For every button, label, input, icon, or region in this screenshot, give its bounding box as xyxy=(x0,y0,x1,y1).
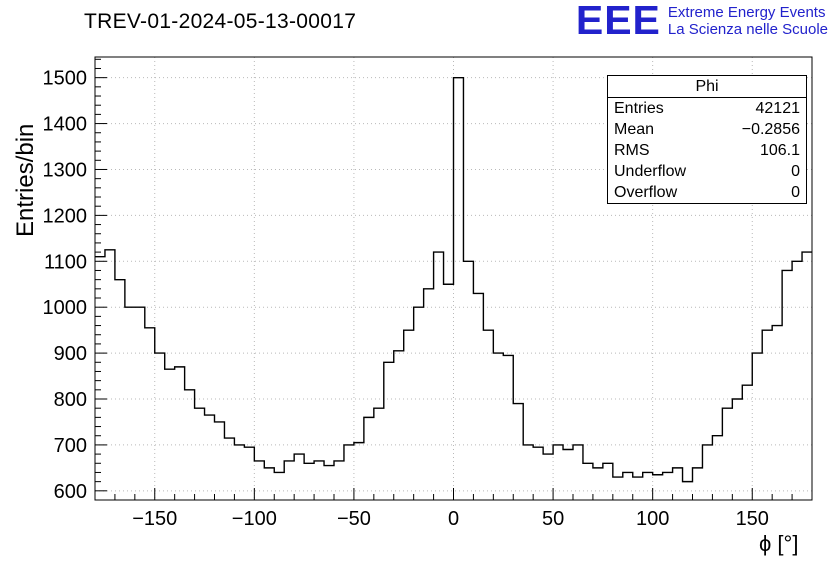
svg-text:1200: 1200 xyxy=(43,205,88,227)
stats-value: 42121 xyxy=(755,100,801,117)
x-axis-label: ϕ [°] xyxy=(759,531,799,556)
eee-logo-acronym: EEE xyxy=(575,0,661,43)
stats-row-rms: RMS 106.1 xyxy=(608,140,806,161)
svg-text:50: 50 xyxy=(542,508,564,530)
svg-text:800: 800 xyxy=(54,389,87,411)
svg-text:900: 900 xyxy=(54,343,87,365)
chart-title: TREV-01-2024-05-13-00017 xyxy=(84,10,357,33)
stats-label: Overflow xyxy=(614,184,678,201)
eee-logo-line2: La Scienza nelle Scuole xyxy=(667,21,828,38)
svg-text:100: 100 xyxy=(636,508,669,530)
svg-text:1500: 1500 xyxy=(43,68,88,90)
svg-text:−150: −150 xyxy=(132,508,177,530)
stats-label: RMS xyxy=(614,142,650,159)
stats-row-mean: Mean −0.2856 xyxy=(608,119,806,140)
stats-value: −0.2856 xyxy=(741,121,800,138)
y-axis-label: Entries/bin xyxy=(12,123,39,237)
svg-text:1100: 1100 xyxy=(44,251,87,273)
stats-label: Underflow xyxy=(614,163,687,180)
stats-label: Entries xyxy=(614,100,664,117)
stats-row-underflow: Underflow 0 xyxy=(608,161,806,182)
eee-logo-subtitle: Extreme Energy Events La Scienza nelle S… xyxy=(668,2,828,38)
svg-text:0: 0 xyxy=(448,508,459,530)
svg-text:150: 150 xyxy=(736,508,769,530)
stats-title: Phi xyxy=(608,76,806,98)
stats-label: Mean xyxy=(614,121,655,138)
stats-value: 0 xyxy=(791,163,800,180)
eee-logo-line1: Extreme Energy Events xyxy=(667,4,826,21)
stats-box: Phi Entries 42121 Mean −0.2856 RMS 106.1… xyxy=(607,75,807,204)
stats-row-entries: Entries 42121 xyxy=(608,98,806,119)
svg-text:700: 700 xyxy=(54,435,87,457)
svg-text:1000: 1000 xyxy=(43,297,88,319)
svg-text:1300: 1300 xyxy=(43,159,88,181)
stats-value: 106.1 xyxy=(759,142,800,159)
svg-text:1400: 1400 xyxy=(43,114,88,136)
stats-row-overflow: Overflow 0 xyxy=(608,182,806,203)
svg-text:600: 600 xyxy=(54,481,87,503)
stats-value: 0 xyxy=(791,184,800,201)
eee-logo: EEE Extreme Energy Events La Scienza nel… xyxy=(575,0,828,43)
svg-text:−100: −100 xyxy=(232,508,277,530)
svg-text:−50: −50 xyxy=(337,508,371,530)
